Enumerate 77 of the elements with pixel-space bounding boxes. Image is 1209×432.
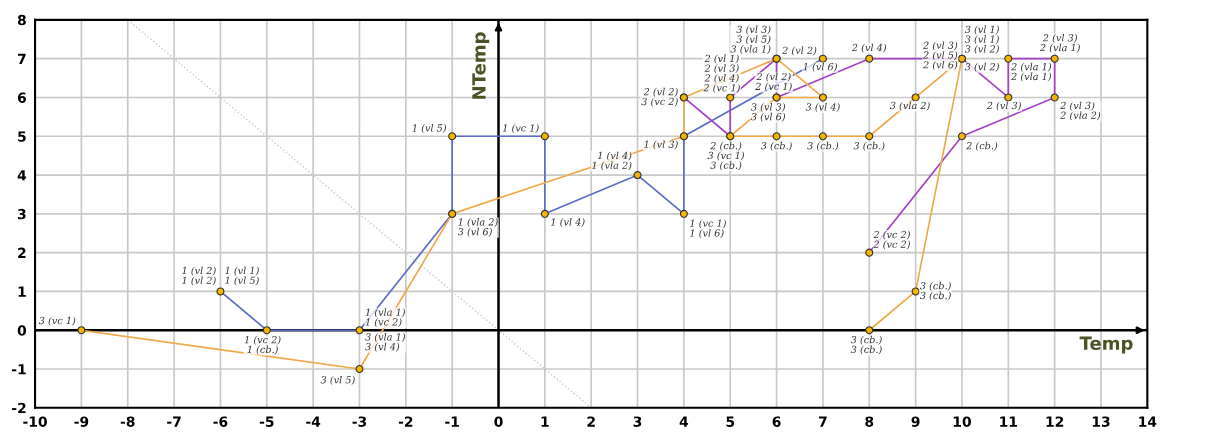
annotation: 1 (vl 4) — [551, 218, 585, 227]
y-tick-label: -2 — [12, 402, 26, 414]
annotation: 3 (cb.) 3 (cb.) — [850, 335, 882, 355]
annotation: 2 (cb.) 3 (vc 1) 3 (cb.) — [707, 141, 744, 171]
annotation: 3 (vl 3) 3 (vl 6) — [751, 103, 786, 122]
annotation: 3 (vc 1) — [38, 316, 76, 326]
x-tick-label: -6 — [213, 416, 228, 427]
annotation: 3 (cb.) 3 (cb.) — [919, 281, 951, 301]
y-tick-label: -1 — [12, 364, 26, 375]
annotation: 2 (vl 2) 2 (vc 1) — [755, 72, 792, 92]
y-tick-label: 0 — [17, 325, 27, 336]
annotation: 1 (vc 1) 1 (vl 6) — [690, 219, 726, 239]
x-tick-label: 11 — [1000, 416, 1018, 427]
annotation: 2 (vl 2) 3 (vc 2) — [641, 87, 678, 107]
y-tick-label: 8 — [17, 14, 26, 26]
annotation: 3 (vla 2) — [889, 101, 930, 111]
annotation: 2 (vl 3) 2 (vla 1) — [1039, 33, 1080, 53]
annotation: 3 (cb.) — [853, 141, 885, 151]
x-tick-label: -3 — [352, 416, 367, 427]
y-tick-label: 7 — [17, 53, 26, 64]
x-tick-label: 4 — [679, 416, 689, 427]
annotation: 3 (cb.) — [760, 141, 792, 151]
y-tick-label: 6 — [17, 92, 26, 103]
annotation: 1 (vla 2) 3 (vl 6) — [457, 218, 498, 237]
x-tick-label: 9 — [911, 416, 920, 427]
annotation: 1 (vl 3) — [644, 140, 678, 150]
annotation: 2 (vl 1) 2 (vl 3) 2 (vl 4) 2 (vc 1) — [703, 54, 740, 93]
annotation: 2 (vl 3) 2 (vl 5) 2 (vl 6) — [923, 41, 958, 70]
y-tick-label: 2 — [18, 247, 26, 258]
annotation: 1 (vl 2) 1 (vl 2) — [182, 266, 216, 286]
x-tick-label: 8 — [865, 416, 874, 427]
annotation: 1 (vl 6) — [803, 62, 837, 72]
x-tick-label: 6 — [772, 416, 781, 427]
annotation: 1 (vl 5) — [412, 124, 446, 133]
x-tick-label: -8 — [120, 416, 135, 427]
x-tick-label: 12 — [1046, 416, 1064, 427]
annotation: 1 (vc 2) 1 (cb.) — [244, 335, 281, 355]
x-tick-label: -1 — [445, 416, 459, 427]
annotation: 1 (vl 4) 1 (vla 2) — [592, 151, 632, 171]
annotation: 1 (vl 1) 1 (vl 5) — [225, 266, 259, 286]
annotation: 2 (vla 1) 2 (vla 1) — [1011, 62, 1052, 82]
x-tick-label: 0 — [494, 416, 503, 427]
annotation: 2 (cb.) — [966, 141, 998, 151]
annotation: 1 (vla 1) 1 (vc 2) — [365, 308, 405, 327]
y-tick-label: 3 — [17, 208, 26, 220]
annotation: 3 (vla 1) 3 (vl 4) — [365, 333, 405, 352]
annotation: 2 (vl 4) — [851, 43, 887, 53]
annotation: 3 (vl 5) — [320, 375, 355, 385]
x-tick-label: 1 — [541, 416, 549, 427]
x-tick-label: 14 — [1139, 416, 1157, 427]
x-tick-label: -9 — [74, 416, 89, 427]
annotation: 3 (vl 1) 3 (vl 1) 3 (vl 2) — [964, 25, 999, 54]
x-tick-label: 3 — [633, 416, 642, 427]
x-tick-label: 5 — [726, 416, 735, 427]
x-tick-label: -4 — [306, 416, 321, 427]
annotation: 3 (cb.) — [807, 141, 839, 151]
annotation: 3 (vl 3) 3 (vl 5) 3 (vla 1) — [730, 25, 771, 54]
x-tick-label: 2 — [587, 416, 595, 427]
y-axis-title: NTemp — [472, 32, 490, 99]
x-tick-label: 10 — [953, 416, 971, 427]
x-axis-title: Temp — [1079, 336, 1133, 354]
x-tick-label: -2 — [398, 416, 413, 427]
annotation: 2 (vl 3) 2 (vla 2) — [1060, 101, 1101, 121]
x-tick-label: -5 — [259, 416, 274, 427]
annotation: 1 (vc 1) — [502, 124, 539, 133]
annotation: 2 (vc 2) 2 (vc 2) — [873, 230, 910, 250]
annotation: 3 (vl 4) — [805, 103, 840, 112]
x-tick-label: -7 — [167, 416, 181, 427]
y-tick-label: 4 — [17, 170, 27, 181]
annotation: 3 (vl 2) — [964, 62, 999, 72]
y-tick-label: 1 — [18, 286, 26, 297]
x-tick-label: 7 — [819, 416, 827, 427]
x-tick-label: 13 — [1092, 416, 1110, 427]
annotation: 2 (vl 2) — [782, 46, 817, 56]
y-tick-label: 5 — [18, 131, 26, 142]
annotation: 2 (vl 3) — [986, 101, 1021, 111]
x-tick-label: -10 — [23, 416, 47, 427]
